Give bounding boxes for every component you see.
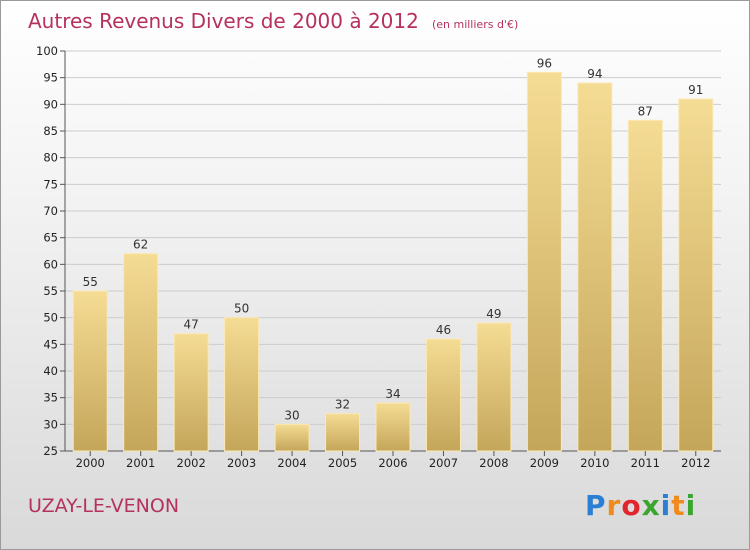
bar-2000 — [72, 290, 108, 452]
y-tick-label: 40 — [43, 364, 58, 378]
x-tick-label: 2005 — [328, 456, 357, 470]
y-tick-label: 70 — [43, 204, 58, 218]
x-tick-label: 2002 — [177, 456, 206, 470]
bar-2005 — [325, 413, 361, 452]
bar-2007 — [425, 338, 461, 452]
logo-letter: t — [671, 489, 686, 522]
bar-2002 — [173, 333, 209, 452]
x-tick-label: 2004 — [277, 456, 306, 470]
x-tick-label: 2008 — [479, 456, 508, 470]
logo-letter: P — [585, 489, 607, 522]
bar-value-label: 94 — [587, 67, 602, 81]
chart-title: Autres Revenus Divers de 2000 à 2012 — [28, 9, 419, 33]
logo-letter: r — [606, 489, 622, 522]
y-tick-label: 100 — [36, 44, 58, 58]
logo-letter: o — [621, 489, 642, 522]
bar-value-label: 32 — [335, 398, 350, 412]
logo-letter: i — [685, 489, 697, 522]
y-tick-label: 25 — [43, 444, 58, 458]
bar-2006 — [375, 402, 411, 452]
proxiti-logo: Proxiti — [585, 489, 696, 522]
bar-value-label: 55 — [83, 275, 98, 289]
y-tick-label: 50 — [43, 311, 58, 325]
y-tick-label: 30 — [43, 417, 58, 431]
chart-unit-label: (en milliers d'€) — [431, 18, 519, 31]
bar-value-label: 49 — [486, 307, 501, 321]
x-tick-label: 2011 — [631, 456, 660, 470]
x-tick-label: 2001 — [126, 456, 155, 470]
x-tick-label: 2007 — [429, 456, 458, 470]
bar-2012 — [678, 98, 714, 452]
x-tick-label: 2012 — [681, 456, 710, 470]
x-tick-label: 2000 — [76, 456, 105, 470]
y-tick-label: 35 — [43, 391, 58, 405]
y-tick-label: 90 — [43, 97, 58, 111]
y-tick-label: 55 — [43, 284, 58, 298]
bar-value-label: 30 — [284, 408, 299, 422]
x-tick-label: 2006 — [378, 456, 407, 470]
y-tick-label: 65 — [43, 231, 58, 245]
bar-value-label: 47 — [184, 318, 199, 332]
title-row: Autres Revenus Divers de 2000 à 2012 (en… — [28, 9, 518, 33]
y-tick-label: 60 — [43, 257, 58, 271]
logo-letter: x — [641, 489, 661, 522]
y-tick-label: 95 — [43, 71, 58, 85]
y-tick-label: 85 — [43, 124, 58, 138]
x-tick-label: 2009 — [530, 456, 559, 470]
y-tick-label: 75 — [43, 177, 58, 191]
bar-value-label: 96 — [537, 56, 552, 70]
logo-letter: i — [660, 489, 672, 522]
bar-value-label: 91 — [688, 83, 703, 97]
bar-2004 — [274, 423, 310, 452]
y-tick-label: 80 — [43, 151, 58, 165]
commune-name: UZAY-LE-VENON — [28, 495, 180, 517]
bar-2009 — [526, 71, 562, 452]
bar-2011 — [627, 119, 663, 452]
bar-value-label: 62 — [133, 238, 148, 252]
y-tick-label: 45 — [43, 337, 58, 351]
bar-value-label: 46 — [436, 323, 451, 337]
bar-value-label: 87 — [638, 104, 653, 118]
bar-value-label: 34 — [385, 387, 400, 401]
bar-2010 — [577, 82, 613, 452]
bar-value-label: 50 — [234, 302, 249, 316]
bar-2003 — [224, 317, 260, 452]
bar-2001 — [123, 253, 159, 452]
bar-2008 — [476, 322, 512, 452]
x-tick-label: 2010 — [580, 456, 609, 470]
x-tick-label: 2003 — [227, 456, 256, 470]
